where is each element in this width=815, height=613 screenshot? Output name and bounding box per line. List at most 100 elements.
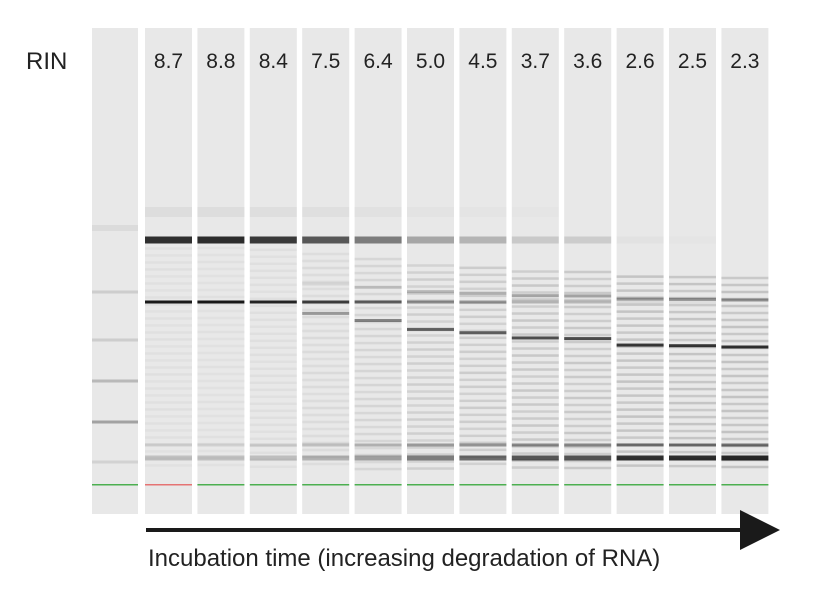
gel-band <box>354 455 402 461</box>
gel-band <box>302 448 350 452</box>
gel-band <box>511 455 559 461</box>
gel-band <box>721 451 769 455</box>
gel-band <box>669 380 716 384</box>
gel-band <box>145 310 192 313</box>
gel-band <box>354 306 402 310</box>
gel-band <box>145 401 192 404</box>
gel-band <box>616 296 664 299</box>
gel-band <box>564 361 612 365</box>
gel-band <box>511 347 559 350</box>
gel-band <box>564 300 612 304</box>
gel-band <box>250 417 297 420</box>
gel-band <box>669 317 716 321</box>
gel-band <box>92 420 138 424</box>
gel-band <box>145 268 192 271</box>
sample-lane <box>302 28 350 514</box>
gel-band <box>669 303 716 307</box>
gel-band <box>354 285 402 289</box>
gel-band <box>145 387 192 390</box>
gel-band <box>459 329 507 333</box>
gel-band <box>92 338 138 342</box>
gel-band <box>145 331 192 334</box>
gel-band <box>145 207 192 217</box>
gel-band <box>511 459 559 462</box>
gel-band <box>249 248 297 252</box>
gel-band <box>354 320 402 324</box>
gel-band <box>511 300 559 304</box>
gel-band <box>564 294 612 298</box>
gel-band <box>145 455 192 461</box>
gel-band <box>197 303 244 306</box>
gel-band <box>721 443 769 447</box>
lane-background <box>616 28 664 514</box>
gel-band <box>616 387 664 390</box>
gel-band <box>407 334 454 337</box>
gel-band <box>407 376 454 379</box>
gel-band <box>354 327 402 331</box>
gel-band <box>354 319 402 323</box>
gel-band <box>407 418 454 421</box>
rin-value: 8.7 <box>153 50 184 73</box>
gel-band <box>250 431 297 434</box>
gel-band <box>669 352 716 356</box>
gel-band <box>616 455 664 461</box>
gel-band <box>355 207 402 217</box>
gel-band <box>302 336 350 340</box>
gel-band <box>145 338 192 341</box>
gel-band <box>302 462 350 466</box>
gel-band <box>407 467 454 470</box>
gel-band <box>669 324 716 328</box>
gel-band <box>407 264 454 267</box>
gel-band <box>616 408 664 411</box>
gel-band <box>354 411 402 415</box>
gel-band <box>302 357 350 361</box>
gel-band <box>511 336 559 340</box>
gel-band <box>459 364 507 368</box>
gel-band <box>459 441 507 445</box>
gel-band <box>354 348 402 352</box>
gel-band <box>249 374 297 378</box>
gel-band <box>354 397 402 401</box>
gel-band <box>564 305 612 309</box>
gel-band <box>249 262 297 266</box>
gel-band <box>564 452 612 456</box>
gel-band <box>564 236 612 244</box>
gel-band <box>407 313 454 316</box>
gel-band <box>669 300 716 304</box>
gel-band <box>459 336 507 340</box>
gel-band <box>564 277 612 281</box>
gel-band <box>302 273 350 277</box>
gel-band <box>721 332 769 336</box>
gel-band <box>302 266 350 270</box>
gel-band <box>459 207 506 217</box>
marker-line <box>407 484 454 486</box>
gel-band <box>197 401 244 404</box>
gel-band <box>459 357 507 361</box>
gel-band <box>145 261 192 264</box>
lane-background <box>721 28 769 514</box>
gel-band <box>145 415 192 418</box>
gel-band <box>511 417 559 420</box>
gel-band <box>616 422 664 425</box>
gel-band <box>511 284 559 287</box>
lane-background <box>459 28 507 514</box>
gel-band <box>616 282 664 285</box>
gel-band <box>302 385 350 389</box>
sample-lane <box>721 28 769 514</box>
gel-band <box>249 297 297 301</box>
marker-line <box>721 484 769 486</box>
gel-band <box>459 294 507 298</box>
gel-band <box>407 341 454 344</box>
marker-line <box>354 484 402 486</box>
gel-band <box>616 429 664 432</box>
gel-band <box>669 464 716 468</box>
gel-band <box>302 427 350 431</box>
gel-band <box>459 392 507 396</box>
gel-band <box>197 282 244 285</box>
gel-band <box>616 331 664 334</box>
gel-band <box>302 287 350 291</box>
gel-band <box>669 297 716 301</box>
gel-band <box>249 455 297 461</box>
gel-band <box>669 373 716 377</box>
